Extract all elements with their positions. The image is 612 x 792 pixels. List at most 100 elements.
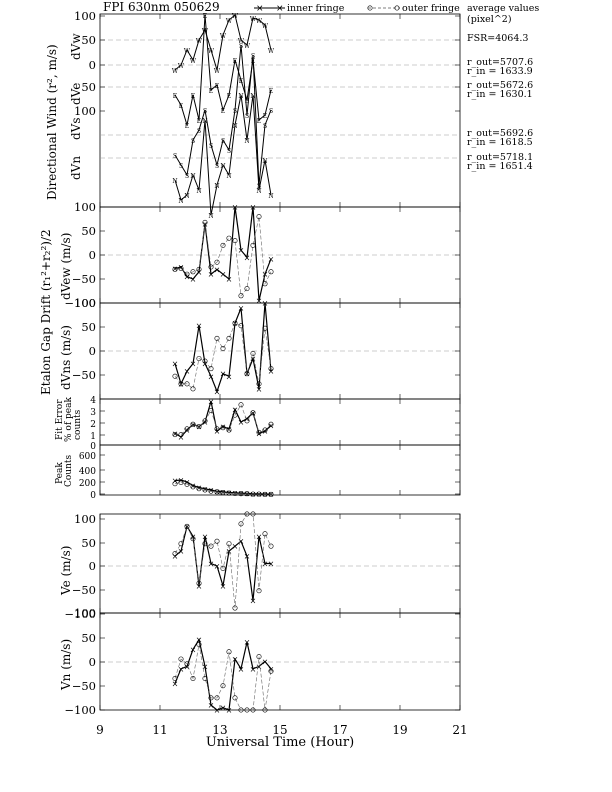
panel-dVew: 100 50 0 −50 −100 [64, 200, 461, 310]
series-outer-dVew [172, 214, 274, 299]
y-tick-label: 100 [74, 200, 96, 214]
outer-point [250, 351, 256, 357]
outer-point [208, 407, 214, 413]
inner-point: × [208, 270, 215, 279]
dir-marker-N: N [256, 188, 261, 195]
inner-point: × [196, 636, 203, 645]
r-out-2: r_out=5672.6 [467, 80, 533, 91]
inner-point: × [208, 397, 215, 406]
dir-marker-S: S [179, 163, 183, 170]
outer-point [178, 656, 184, 662]
outer-point [262, 281, 268, 287]
dvs-label: dVs [69, 117, 83, 140]
y-tick-label: −50 [72, 368, 96, 382]
dir-marker-E: E [197, 118, 201, 125]
legend-outer-marker [367, 5, 373, 11]
dir-marker-S: S [221, 138, 225, 145]
outer-point [262, 531, 268, 537]
series-line [174, 302, 272, 394]
x-axis-label: Universal Time (Hour) [206, 735, 354, 750]
dir-marker-E: E [209, 88, 213, 95]
y-tick-label: 50 [81, 33, 96, 47]
dir-marker-S: S [227, 148, 231, 155]
inner-point: × [184, 367, 191, 376]
inner-point: × [268, 367, 275, 376]
dir-marker-W: W [184, 48, 191, 55]
dir-marker-W: W [208, 48, 215, 55]
outer-point [184, 426, 190, 432]
outer-point [184, 481, 190, 487]
dir-marker-E: E [263, 113, 267, 120]
inner-point: × [184, 273, 191, 282]
inner-point: × [232, 655, 239, 664]
outer-point [244, 371, 250, 377]
inner-point: × [238, 537, 245, 546]
inner-point: × [184, 662, 191, 671]
series-line [174, 524, 271, 601]
dir-marker-N: N [214, 183, 219, 190]
outer-point [256, 214, 262, 220]
legend-inner-label: inner fringe [287, 3, 345, 14]
dir-marker-S: S [197, 128, 201, 135]
legend-outer-marker2 [394, 5, 400, 11]
y-tick-label: 50 [81, 80, 96, 94]
fsr-value: FSR=4064.3 [467, 33, 528, 44]
outer-point [202, 675, 208, 681]
y-tick-label: 0 [89, 58, 96, 72]
outer-point [256, 588, 262, 594]
inner-point: × [196, 423, 203, 432]
inner-point: × [220, 270, 227, 279]
dir-marker-E: E [233, 58, 237, 65]
outer-point [208, 488, 214, 494]
inner-point: × [220, 423, 227, 432]
outer-point [268, 366, 274, 372]
fit-error-label-1: Fit Error [55, 399, 65, 440]
inner-point: × [256, 532, 263, 541]
inner-point: × [220, 370, 227, 379]
y-tick-label: 1 [90, 432, 96, 442]
inner-point: × [190, 482, 197, 491]
outer-point [232, 412, 238, 418]
y-tick-label: 100 [74, 606, 96, 620]
inner-point: × [238, 418, 245, 427]
dir-marker-S: S [263, 123, 267, 130]
dvw-label: dVw [69, 33, 83, 60]
outer-point [244, 707, 250, 713]
outer-point [190, 421, 196, 427]
dir-marker-E: E [179, 103, 183, 110]
outer-point [202, 219, 208, 225]
peak-label-1: Peak [55, 462, 65, 484]
outer-point [184, 381, 190, 387]
peak-label-2: Counts [64, 454, 74, 487]
outer-point [268, 269, 274, 275]
outer-point [262, 707, 268, 713]
dir-trace-E [174, 14, 272, 126]
etalon-label: Etalon Gap Drift (r₁²+r₂²)/2 [39, 229, 53, 395]
y-tick-label: −50 [72, 679, 96, 693]
inner-point: × [178, 433, 185, 442]
legend: × × inner fringe outer fringe [254, 3, 460, 14]
inner-point: × [208, 560, 215, 569]
outer-point [178, 479, 184, 485]
outer-point [196, 580, 202, 586]
outer-point [244, 511, 250, 517]
outer-point [220, 425, 226, 431]
inner-point: × [250, 665, 257, 674]
outer-point [214, 335, 220, 341]
inner-point: × [190, 360, 197, 369]
dir-marker-S: S [269, 108, 273, 115]
y-tick-label: 0 [89, 344, 96, 358]
x-tick-label: 11 [152, 723, 167, 737]
dir-marker-N: N [190, 173, 195, 180]
x-tick-label: 9 [96, 723, 104, 737]
outer-point [268, 491, 274, 497]
dir-marker-S: S [215, 163, 219, 170]
outer-point [178, 381, 184, 387]
outer-point [226, 541, 232, 547]
y-tick-label: 0 [89, 559, 96, 573]
outer-point [214, 259, 220, 265]
dir-marker-N: N [232, 123, 237, 130]
dir-marker-N: N [208, 213, 213, 220]
y-tick-label: −100 [64, 607, 96, 621]
